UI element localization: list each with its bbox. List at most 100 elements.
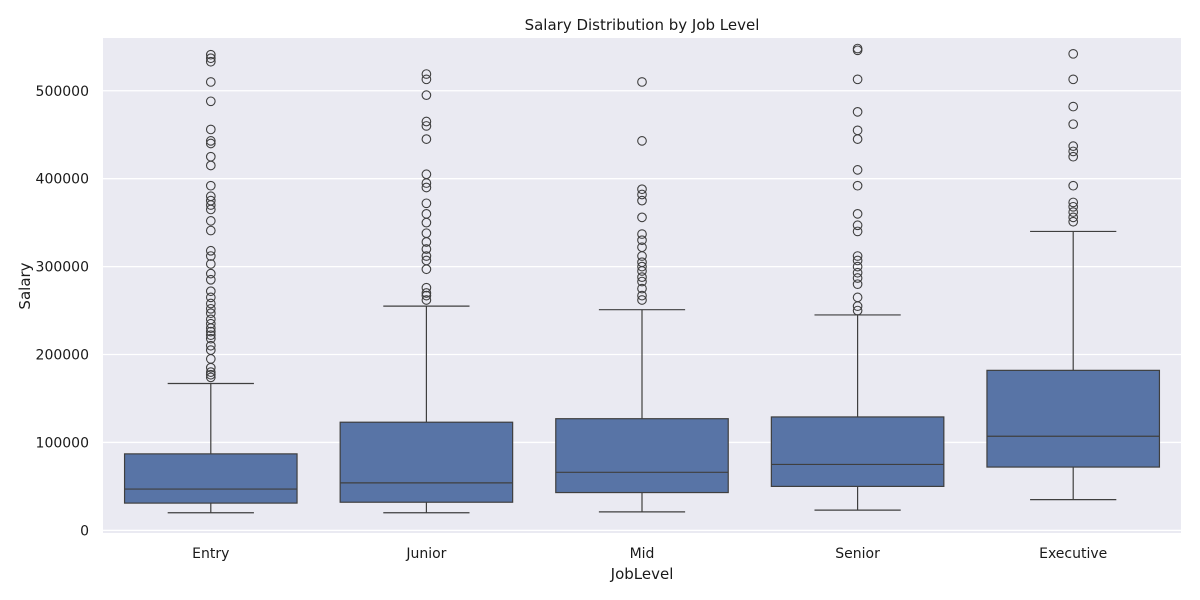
outlier-point: [852, 261, 863, 272]
outlier-point: [852, 74, 863, 85]
outlier-point: [852, 208, 863, 219]
outlier-point: [205, 326, 216, 337]
outlier-point: [421, 228, 432, 239]
x-tick-label: Mid: [630, 546, 655, 562]
outlier-point: [421, 116, 432, 127]
x-axis-label: JobLevel: [610, 565, 674, 583]
box-mid: [555, 77, 729, 513]
outlier-point: [205, 180, 216, 191]
outlier-point: [1068, 141, 1079, 151]
outlier-point: [205, 245, 216, 256]
outlier-point: [637, 229, 647, 239]
outlier-point: [205, 286, 216, 297]
outlier-point: [852, 292, 863, 303]
outlier-point: [205, 191, 216, 202]
outlier-point: [421, 244, 432, 254]
outlier-point: [852, 279, 863, 290]
outlier-point: [1068, 201, 1079, 212]
boxes: [123, 43, 1161, 514]
outlier-point: [205, 274, 216, 285]
outlier-point: [637, 272, 647, 282]
outlier-point: [205, 292, 216, 303]
box-senior: [770, 43, 945, 511]
outlier-point: [1068, 212, 1079, 223]
outlier-point: [205, 225, 216, 236]
outlier-point: [1068, 151, 1079, 162]
outlier-point: [637, 212, 647, 223]
box-entry: [123, 49, 298, 514]
outlier-point: [421, 182, 432, 193]
x-tick-label: Junior: [405, 546, 446, 562]
outlier-point: [1068, 119, 1079, 130]
outlier-point: [205, 216, 216, 226]
y-tick-label: 500000: [36, 84, 89, 100]
outlier-point: [421, 282, 432, 293]
outlier-point: [421, 290, 432, 301]
outlier-point: [205, 77, 216, 87]
outlier-point: [637, 261, 647, 272]
outlier-point: [1068, 216, 1079, 227]
x-tick-label: Executive: [1039, 546, 1107, 562]
outlier-point: [205, 330, 216, 341]
outlier-point: [205, 251, 216, 261]
outlier-point: [205, 124, 216, 135]
outlier-point: [421, 121, 432, 131]
outlier-point: [637, 257, 647, 268]
outlier-point: [205, 369, 216, 380]
outlier-point: [421, 251, 432, 261]
outlier-point: [852, 305, 863, 316]
outlier-point: [852, 267, 863, 278]
iqr-box: [339, 421, 514, 503]
outlier-point: [1068, 48, 1079, 59]
outlier-point: [1068, 197, 1079, 208]
outlier-point: [1068, 74, 1079, 85]
outlier-point: [852, 180, 863, 191]
outlier-point: [421, 295, 432, 305]
outlier-point: [852, 107, 863, 117]
outlier-point: [421, 255, 432, 266]
outlier-point: [421, 69, 432, 79]
outlier-point: [637, 283, 647, 294]
outlier-point: [421, 288, 432, 298]
outlier-point: [852, 165, 863, 175]
box-executive: [986, 48, 1161, 501]
y-tick-label: 100000: [36, 435, 89, 451]
outlier-point: [852, 43, 863, 54]
outlier-point: [205, 195, 216, 206]
outlier-point: [1068, 207, 1079, 217]
y-tick-label: 0: [80, 523, 89, 539]
outlier-point: [1068, 180, 1079, 191]
outlier-point: [205, 367, 216, 377]
outlier-point: [205, 96, 216, 107]
box-junior: [339, 69, 514, 514]
iqr-box: [986, 369, 1161, 468]
outlier-point: [421, 169, 432, 180]
outlier-point: [1068, 101, 1079, 112]
outlier-point: [205, 372, 216, 383]
outlier-point: [637, 242, 647, 253]
outlier-point: [637, 195, 647, 206]
outlier-point: [421, 198, 432, 209]
outlier-point: [421, 208, 432, 219]
outlier-point: [421, 134, 432, 144]
outlier-point: [205, 308, 216, 319]
outlier-point: [205, 333, 216, 344]
y-tick-label: 300000: [36, 260, 89, 276]
outlier-point: [205, 340, 216, 351]
y-axis-label: Salary: [16, 262, 34, 309]
outlier-point: [205, 138, 216, 149]
outlier-point: [852, 226, 863, 237]
outlier-point: [421, 90, 432, 100]
y-tick-label: 400000: [36, 172, 89, 188]
outlier-point: [205, 56, 216, 67]
outlier-point: [205, 303, 216, 314]
outlier-point: [637, 235, 647, 246]
outlier-point: [852, 220, 863, 231]
outlier-point: [637, 184, 647, 195]
outlier-point: [637, 136, 647, 146]
iqr-box: [123, 453, 298, 504]
outlier-point: [637, 189, 647, 200]
outlier-point: [637, 290, 647, 301]
chart-title: Salary Distribution by Job Level: [525, 16, 760, 34]
